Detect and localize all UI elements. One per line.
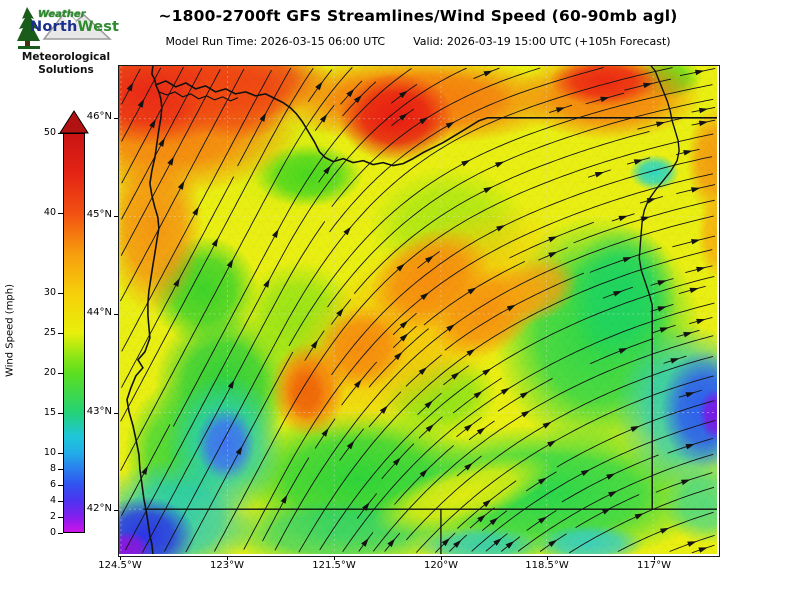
lon-tick-mark bbox=[654, 556, 655, 560]
colorbar-tick-mark bbox=[58, 333, 63, 334]
state-borders-layer bbox=[126, 66, 717, 554]
lat-tick-mark bbox=[114, 118, 118, 119]
lon-tick-label: 123°W bbox=[210, 560, 244, 571]
lat-tick-label: 46°N bbox=[86, 111, 112, 122]
lon-tick-mark bbox=[547, 556, 548, 560]
oregon-coast bbox=[126, 84, 163, 554]
colorbar-tick-label: 4 bbox=[49, 494, 56, 506]
lat-tick-mark bbox=[114, 510, 118, 511]
valid-time: Valid: 2026-03-19 15:00 UTC (+105h Forec… bbox=[413, 35, 671, 48]
lat-tick-label: 44°N bbox=[86, 307, 112, 318]
colorbar-tick-label: 6 bbox=[49, 478, 56, 490]
lat-tick-label: 45°N bbox=[86, 209, 112, 220]
colorbar-gradient bbox=[63, 133, 85, 533]
lat-tick-label: 43°N bbox=[86, 406, 112, 417]
mountain-icon bbox=[42, 9, 112, 40]
lon-tick-mark bbox=[227, 556, 228, 560]
colorbar-tick-label: 20 bbox=[43, 366, 56, 378]
colorbar-tick-mark bbox=[58, 413, 63, 414]
pine-tree-icon bbox=[17, 7, 40, 49]
subtitle: Model Run Time: 2026-03-15 06:00 UTC Vali… bbox=[38, 35, 798, 48]
lat-tick-mark bbox=[114, 314, 118, 315]
lon-tick-mark bbox=[441, 556, 442, 560]
logo-art bbox=[17, 7, 112, 49]
colorbar-tick-mark bbox=[58, 373, 63, 374]
colorbar-tick-label: 15 bbox=[43, 406, 56, 418]
logo-tagline: Meteorological Solutions bbox=[21, 51, 111, 77]
mesh-texture bbox=[119, 66, 717, 554]
lat-tick-mark bbox=[114, 413, 118, 414]
wa-coast bbox=[151, 66, 157, 86]
streamline-arrows-layer bbox=[126, 69, 709, 553]
colorbar-tick-mark bbox=[58, 453, 63, 454]
columbia-river-border bbox=[155, 80, 717, 167]
lat-tick-mark bbox=[114, 216, 118, 217]
lon-tick-label: 124.5°W bbox=[98, 560, 142, 571]
logo-northwest-text: NorthWest bbox=[30, 19, 120, 35]
colorbar-axis-label: Wind Speed (mph) bbox=[4, 283, 16, 378]
colorbar-tick-label: 2 bbox=[49, 510, 56, 522]
colorbar-tick-label: 0 bbox=[49, 526, 56, 538]
colorbar-tick-mark bbox=[58, 133, 63, 134]
lon-tick-label: 121.5°W bbox=[312, 560, 356, 571]
lon-tick-mark bbox=[120, 556, 121, 560]
colorbar-tick-label: 30 bbox=[43, 286, 56, 298]
colorbar-tick-mark bbox=[58, 213, 63, 214]
colorbar-tick-mark bbox=[58, 501, 63, 502]
map-canvas bbox=[118, 65, 720, 557]
weathernorthwest-logo: Weather NorthWest Meteorological Solutio… bbox=[8, 3, 124, 81]
logo-weather-text: Weather bbox=[38, 9, 86, 20]
estuary-bank bbox=[158, 91, 239, 102]
colorbar-tick-mark bbox=[58, 485, 63, 486]
colorbar-tick-mark bbox=[58, 293, 63, 294]
colorbar-tick-mark bbox=[58, 469, 63, 470]
colorbar-tick-label: 40 bbox=[43, 206, 56, 218]
colorbar-tick-mark bbox=[58, 533, 63, 534]
colorbar-tick-label: 10 bbox=[43, 446, 56, 458]
colorbar-tick-label: 50 bbox=[43, 126, 56, 138]
colorbar-tick-mark bbox=[58, 517, 63, 518]
colorbar-tick-label: 25 bbox=[43, 326, 56, 338]
lon-tick-label: 118.5°W bbox=[525, 560, 569, 571]
lon-tick-mark bbox=[334, 556, 335, 560]
snake-river-border bbox=[638, 66, 680, 510]
map-svg bbox=[119, 66, 717, 554]
lon-tick-label: 120°W bbox=[424, 560, 458, 571]
colorbar-tick-label: 8 bbox=[49, 462, 56, 474]
lon-tick-label: 117°W bbox=[637, 560, 671, 571]
model-run-time: Model Run Time: 2026-03-15 06:00 UTC bbox=[165, 35, 386, 48]
lat-tick-label: 42°N bbox=[86, 503, 112, 514]
page-title: ~1800-2700ft GFS Streamlines/Wind Speed … bbox=[158, 7, 678, 25]
